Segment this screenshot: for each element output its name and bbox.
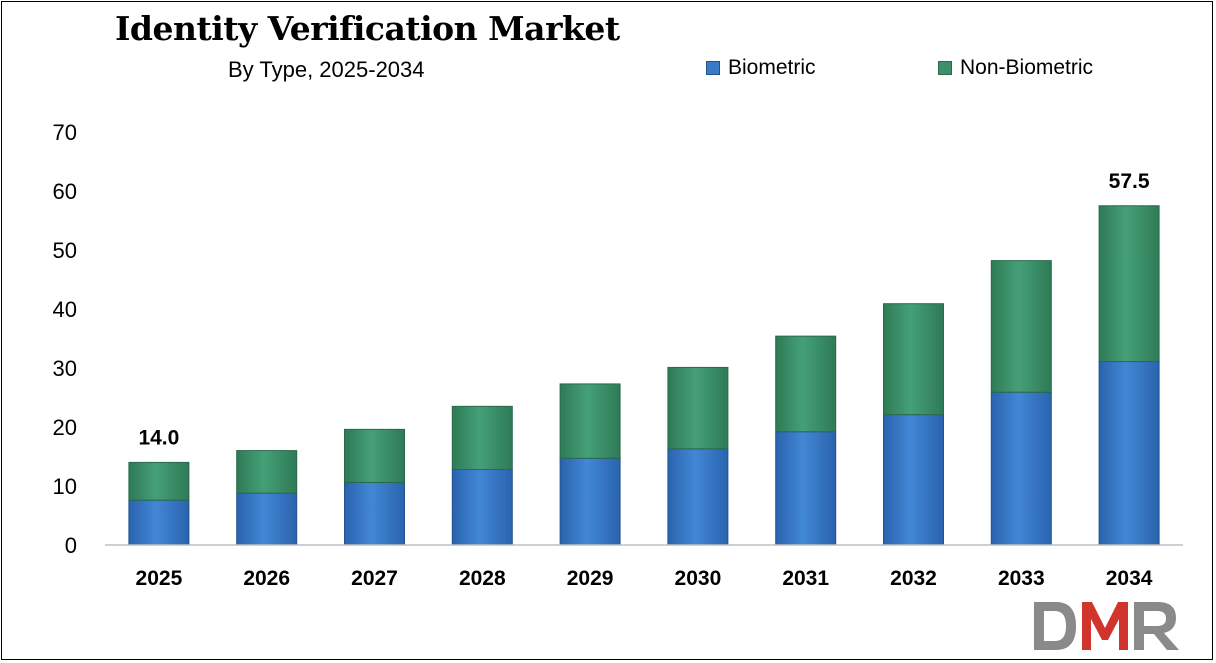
bar-biometric-2027 <box>344 481 405 546</box>
x-tick-label-2031: 2031 <box>782 567 829 590</box>
bar-biometric-2026 <box>236 492 298 546</box>
total-label-2034: 57.5 <box>1109 170 1150 193</box>
legend-item-biometric: Biometric <box>706 56 816 80</box>
bar-biometric-2034 <box>1098 361 1160 546</box>
x-tick-label-2026: 2026 <box>243 567 290 590</box>
bar-non-biometric-2033 <box>990 260 1052 393</box>
bar-non-biometric-2027 <box>344 428 405 483</box>
x-tick-label-2027: 2027 <box>351 567 398 590</box>
legend-label-non-biometric: Non-Biometric <box>960 56 1094 79</box>
bar-non-biometric-2032 <box>883 303 944 416</box>
legend-swatch-biometric <box>706 61 720 75</box>
y-tick-label-30: 30 <box>53 356 77 381</box>
x-tick-label-2029: 2029 <box>567 567 614 590</box>
y-tick-label-0: 0 <box>65 533 77 558</box>
y-tick-label-50: 50 <box>53 238 77 263</box>
legend-swatch-non-biometric <box>938 61 952 75</box>
bar-non-biometric-2026 <box>236 450 298 494</box>
bar-non-biometric-2029 <box>559 383 621 459</box>
bar-biometric-2028 <box>451 468 513 546</box>
y-tick-label-40: 40 <box>53 297 77 322</box>
x-tick-label-2030: 2030 <box>675 567 722 590</box>
bar-biometric-2032 <box>883 414 944 546</box>
x-tick-label-2032: 2032 <box>890 567 937 590</box>
x-tick-label-2028: 2028 <box>459 567 506 590</box>
x-tick-label-2033: 2033 <box>998 567 1045 590</box>
chart-title: Identity Verification Market <box>115 9 620 48</box>
bar-biometric-2029 <box>559 457 621 546</box>
bar-biometric-2031 <box>775 431 837 546</box>
bar-non-biometric-2030 <box>667 366 729 450</box>
bar-non-biometric-2028 <box>451 405 513 470</box>
bar-non-biometric-2031 <box>775 335 837 433</box>
bar-biometric-2030 <box>667 448 729 546</box>
total-label-2025: 14.0 <box>138 426 179 449</box>
x-tick-label-2034: 2034 <box>1106 567 1153 590</box>
bar-biometric-2033 <box>990 391 1052 546</box>
y-tick-label-70: 70 <box>53 120 77 145</box>
y-tick-label-20: 20 <box>53 415 77 440</box>
bar-non-biometric-2025 <box>128 461 190 501</box>
y-tick-label-10: 10 <box>53 474 77 499</box>
chart-subtitle: By Type, 2025-2034 <box>228 57 425 82</box>
bar-biometric-2025 <box>128 499 190 546</box>
y-tick-label-60: 60 <box>53 179 77 204</box>
dmr-logo <box>1034 602 1179 650</box>
bar-non-biometric-2034 <box>1098 205 1160 363</box>
legend-label-biometric: Biometric <box>728 56 816 79</box>
x-tick-label-2025: 2025 <box>136 567 183 590</box>
legend-item-non-biometric: Non-Biometric <box>938 56 1093 80</box>
